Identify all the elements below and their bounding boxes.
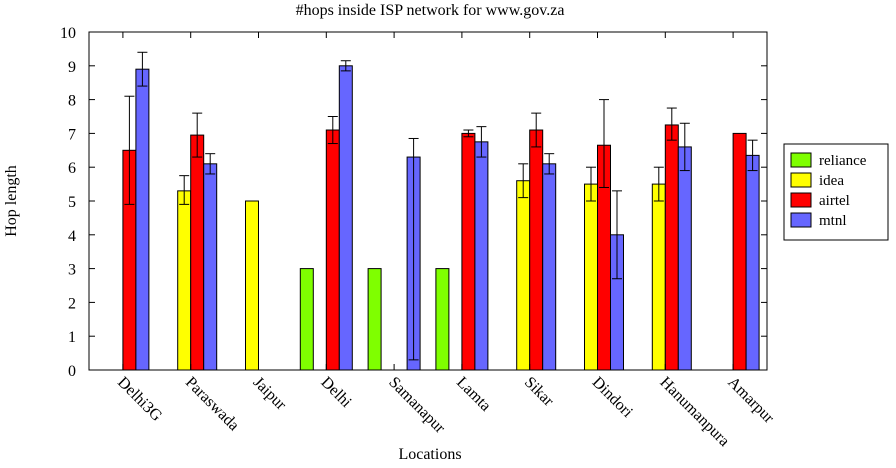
- bar-idea: [245, 200, 259, 371]
- y-tick-label: 1: [68, 329, 76, 346]
- y-tick-label: 6: [68, 160, 76, 177]
- x-axis-label: Locations: [398, 446, 461, 463]
- legend-label-reliance: reliance: [819, 153, 867, 169]
- bar-idea: [177, 190, 192, 371]
- legend-label-mtnl: mtnl: [819, 213, 847, 229]
- y-axis-label: Hop length: [3, 165, 20, 237]
- bar-idea: [584, 183, 598, 371]
- bar-idea: [651, 183, 666, 371]
- x-tick-label: Dindori: [589, 374, 637, 422]
- error-bars-layer: [124, 51, 758, 361]
- bar-mtnl: [542, 163, 557, 371]
- legend-swatch-mtnl: [790, 212, 812, 228]
- legend-label-airtel: airtel: [819, 193, 850, 209]
- bar-idea: [516, 180, 531, 371]
- bar-mtnl: [474, 141, 489, 371]
- y-tick-label: 0: [68, 363, 76, 380]
- y-tick-label: 3: [68, 262, 76, 279]
- bar-airtel: [732, 132, 747, 371]
- x-tick-label: Samanapur: [385, 374, 448, 437]
- bar-airtel: [461, 132, 476, 371]
- bar-airtel: [325, 129, 340, 371]
- legend-swatch-idea: [790, 172, 812, 188]
- x-tick-label: Sikar: [521, 374, 557, 410]
- y-tick-label: 9: [68, 59, 76, 76]
- x-tick-label: Paraswada: [182, 374, 242, 434]
- y-tick-label: 5: [68, 194, 76, 211]
- y-tick-label: 10: [60, 25, 76, 42]
- bar-airtel: [190, 134, 205, 371]
- x-tick-label: Delhi3G: [114, 374, 165, 425]
- legend-swatch-airtel: [790, 192, 812, 208]
- bar-reliance: [367, 268, 382, 371]
- legend-label-idea: idea: [819, 173, 844, 189]
- bars-layer: [122, 65, 760, 371]
- bar-reliance: [299, 268, 314, 371]
- y-tick-label: 8: [68, 93, 76, 110]
- legend-swatch-reliance: [790, 152, 812, 168]
- bar-reliance: [435, 268, 450, 371]
- x-tick-label: Jaipur: [250, 374, 290, 414]
- bar-airtel: [529, 129, 544, 371]
- x-tick-label: Delhi: [317, 374, 355, 412]
- chart-title: #hops inside ISP network for www.gov.za: [296, 2, 565, 19]
- bar-mtnl: [745, 154, 760, 371]
- bar-mtnl: [203, 163, 218, 371]
- bar-mtnl: [677, 146, 692, 371]
- bar-airtel: [664, 124, 679, 371]
- y-tick-label: 7: [68, 126, 76, 143]
- x-tick-label: Hanumanpura: [656, 374, 732, 450]
- x-tick-label: Lamta: [453, 374, 494, 415]
- y-tick-label: 4: [68, 228, 76, 245]
- x-tick-label: Amarpur: [724, 374, 777, 427]
- y-axis: 0 1 2 3 4 5 6 7 8 9 10: [60, 25, 767, 380]
- legend: reliance idea airtel mtnl: [783, 143, 889, 241]
- y-tick-label: 2: [68, 295, 76, 312]
- bar-mtnl: [135, 68, 150, 371]
- bar-mtnl: [338, 65, 353, 371]
